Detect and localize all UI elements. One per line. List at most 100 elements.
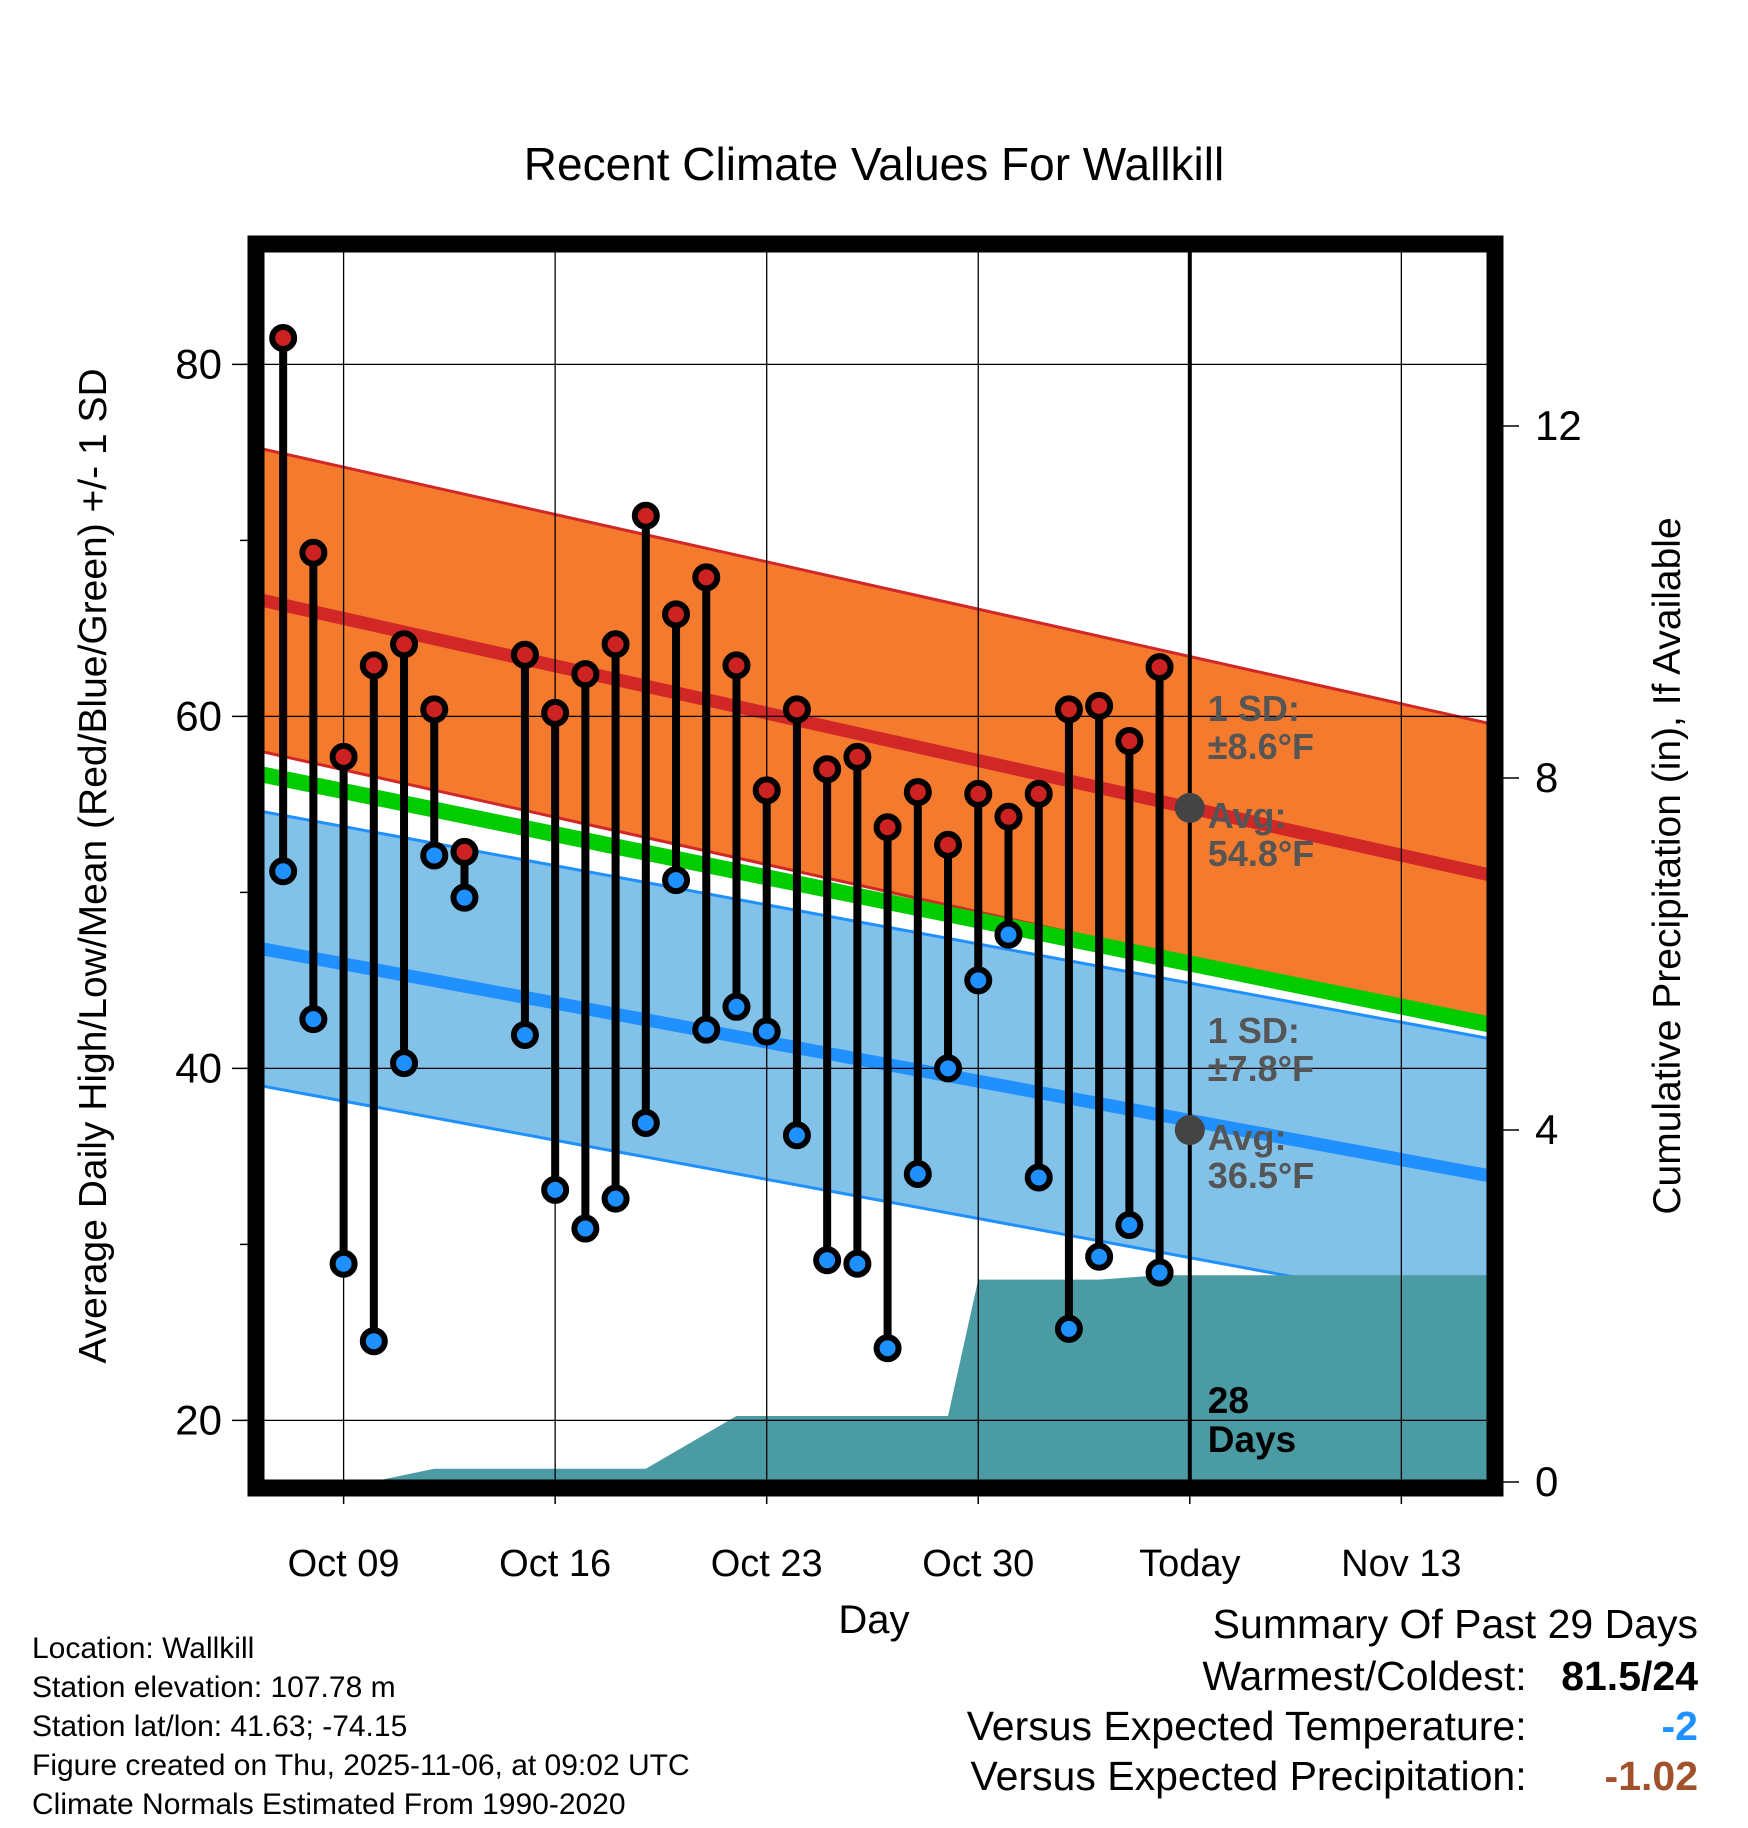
- daily-low-point: [420, 841, 449, 870]
- high-band-upper-edge: [262, 447, 1489, 725]
- daily-high-point: [994, 802, 1023, 831]
- daily-high-point: [873, 813, 902, 842]
- daily-low-point: [541, 1175, 570, 1204]
- low-sd-annotation: 1 SD: ±7.8°F: [1208, 1010, 1314, 1089]
- days-annotation: 28 Days: [1208, 1380, 1296, 1460]
- today-low-avg-marker: [1174, 1115, 1205, 1145]
- precip-row: Versus Expected Precipitation: -1.02: [967, 1751, 1699, 1801]
- summary-title: Summary Of Past 29 Days: [1212, 1601, 1698, 1647]
- daily-low-point: [994, 920, 1023, 949]
- daily-low-point: [813, 1246, 842, 1275]
- daily-low-point: [510, 1020, 539, 1049]
- daily-low-point: [571, 1214, 600, 1243]
- high-avg-annotation-line: Avg:: [1208, 795, 1287, 836]
- x-tick-label: Oct 09: [288, 1543, 400, 1585]
- x-tick-label: Oct 30: [922, 1543, 1034, 1585]
- warmest-label: Warmest/Coldest:: [1202, 1653, 1527, 1699]
- y-tick-label-left: 20: [175, 1396, 222, 1443]
- elevation-text: Station elevation: 107.78 m: [32, 1671, 396, 1704]
- precip-value: -1.02: [1604, 1753, 1698, 1799]
- x-axis-label: Day: [838, 1598, 909, 1642]
- warmest-value: 81.5/24: [1561, 1653, 1698, 1699]
- days-annotation-line: Days: [1208, 1419, 1296, 1460]
- daily-low-point: [631, 1108, 660, 1137]
- daily-high-point: [329, 742, 358, 771]
- daily-low-point: [1115, 1211, 1144, 1240]
- daily-high-point: [1054, 695, 1083, 724]
- low-sd-annotation-line: ±7.8°F: [1208, 1048, 1314, 1089]
- low-avg-annotation-line: Avg:: [1208, 1117, 1287, 1158]
- warmest-row: Warmest/Coldest: 81.5/24: [967, 1651, 1698, 1701]
- station-info: Location: Wallkill Station elevation: 10…: [32, 1629, 690, 1824]
- y-axis-label-right: Cumulative Precipitation (in), If Availa…: [1646, 517, 1689, 1214]
- daily-high-point: [450, 837, 479, 866]
- daily-low-point: [662, 866, 691, 895]
- daily-low-point: [873, 1334, 902, 1363]
- daily-low-point: [843, 1249, 872, 1278]
- x-tick-label: Oct 23: [711, 1543, 823, 1585]
- daily-low-point: [1085, 1242, 1114, 1271]
- daily-high-point: [782, 695, 811, 724]
- low-normal-line: [262, 942, 1489, 1183]
- days-annotation-line: 28: [1208, 1380, 1249, 1421]
- today-high-avg-marker: [1174, 792, 1205, 823]
- daily-high-point: [752, 776, 781, 805]
- daily-low-point: [359, 1327, 388, 1356]
- high-avg-annotation: Avg: 54.8°F: [1208, 795, 1314, 874]
- y-tick-label-right: 4: [1535, 1106, 1558, 1153]
- daily-low-point: [752, 1017, 781, 1046]
- temp-label: Versus Expected Temperature:: [966, 1703, 1527, 1749]
- daily-high-point: [541, 698, 570, 727]
- high-sd-annotation-line: ±8.6°F: [1208, 726, 1314, 767]
- daily-low-point: [903, 1160, 932, 1188]
- daily-high-point: [964, 779, 993, 808]
- location-text: Location: Wallkill: [32, 1632, 255, 1665]
- daily-high-point: [692, 563, 721, 592]
- daily-high-point: [601, 630, 630, 659]
- daily-high-point: [571, 660, 600, 689]
- y-tick-label-left: 60: [175, 692, 222, 739]
- daily-high-point: [722, 651, 751, 680]
- y-tick-label-left: 40: [175, 1044, 222, 1091]
- precipitation-area: [262, 1275, 1489, 1482]
- mean-normal-line: [262, 766, 1489, 1033]
- daily-low-point: [329, 1249, 358, 1278]
- precip-label: Versus Expected Precipitation:: [970, 1753, 1527, 1799]
- daily-high-point: [903, 778, 932, 807]
- daily-high-point: [299, 538, 328, 567]
- daily-high-point: [1145, 653, 1174, 682]
- daily-low-point: [1145, 1258, 1174, 1287]
- x-tick-label: Oct 16: [499, 1543, 611, 1585]
- daily-low-point: [934, 1054, 963, 1083]
- daily-low-point: [390, 1049, 419, 1078]
- y-tick-label-right: 12: [1535, 402, 1582, 449]
- chart-title: Recent Climate Values For Wallkill: [524, 138, 1224, 190]
- high-sd-annotation-line: 1 SD:: [1208, 688, 1300, 729]
- y-axis-label-left: Average Daily High/Low/Mean (Red/Blue/Gr…: [72, 368, 115, 1363]
- plot-frame: [247, 235, 1504, 1497]
- daily-high-point: [631, 501, 660, 530]
- daily-high-point: [1085, 691, 1114, 720]
- daily-high-point: [269, 324, 298, 352]
- daily-high-point: [813, 755, 842, 784]
- temp-value: -2: [1661, 1703, 1698, 1749]
- high-normal-line: [262, 593, 1489, 882]
- temp-row: Versus Expected Temperature: -2: [967, 1701, 1698, 1751]
- daily-high-point: [390, 630, 419, 659]
- latlon-text: Station lat/lon: 41.63; -74.15: [32, 1710, 408, 1743]
- daily-low-point: [299, 1005, 328, 1034]
- low-sd-annotation-line: 1 SD:: [1208, 1010, 1300, 1051]
- low-avg-annotation: Avg: 36.5°F: [1208, 1117, 1314, 1196]
- x-tick-label: Today: [1139, 1543, 1240, 1585]
- y-tick-label-right: 0: [1535, 1458, 1558, 1505]
- axes: Oct 09 Oct 16 Oct 23 Oct 30 Today Nov 1320406…: [175, 235, 1582, 1585]
- daily-low-point: [782, 1121, 811, 1150]
- daily-high-point: [359, 651, 388, 680]
- daily-low-point: [692, 1015, 721, 1044]
- high-sd-annotation: 1 SD: ±8.6°F: [1208, 688, 1314, 767]
- y-tick-label-right: 8: [1535, 754, 1558, 801]
- daily-low-point: [1054, 1314, 1083, 1343]
- daily-low-point: [601, 1184, 630, 1213]
